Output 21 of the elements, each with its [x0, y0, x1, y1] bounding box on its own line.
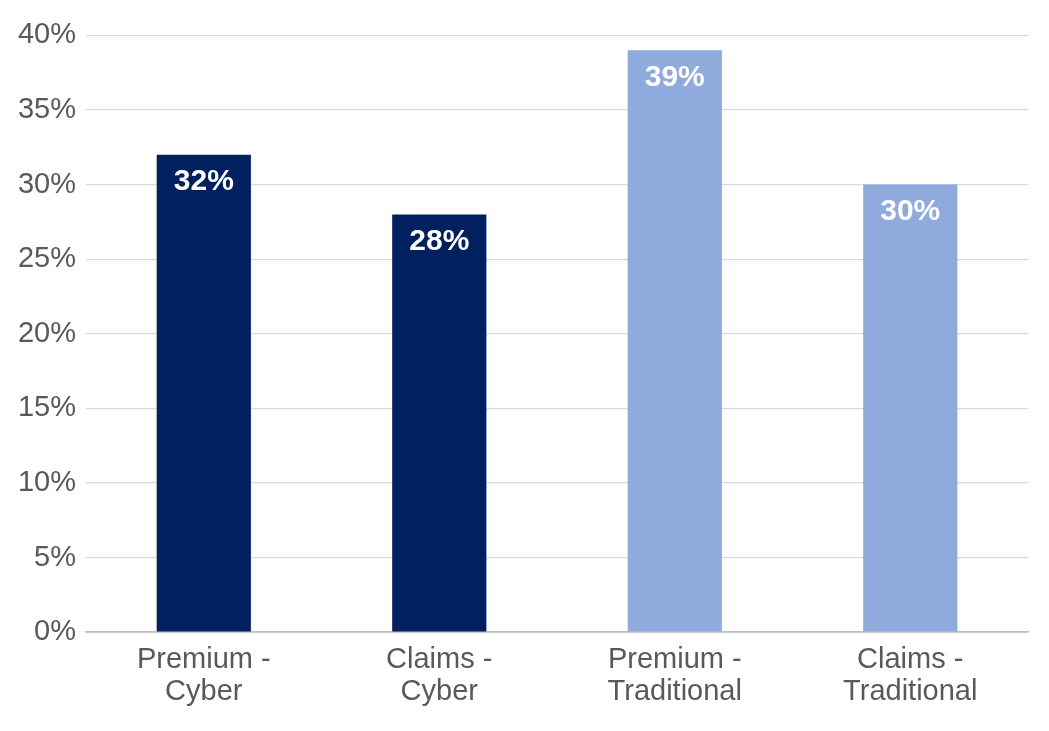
y-tick-label: 0% [34, 614, 77, 647]
bar [392, 214, 487, 632]
y-tick-label: 15% [18, 390, 77, 423]
bar [627, 50, 722, 632]
bar [863, 184, 958, 632]
y-tick-label: 25% [18, 241, 77, 274]
x-tick-label: Claims - Traditional [843, 642, 978, 707]
data-label: 32% [173, 163, 234, 197]
x-tick-label: Premium - Traditional [607, 642, 742, 707]
x-tick-label: Claims - Cyber [386, 642, 493, 707]
x-tick-label: Premium - Cyber [136, 642, 271, 707]
data-label: 39% [644, 58, 705, 92]
data-label: 28% [409, 222, 470, 256]
y-tick-label: 5% [34, 539, 77, 572]
data-label: 30% [880, 192, 941, 226]
y-tick-label: 10% [18, 465, 77, 497]
y-tick-label: 40% [18, 17, 77, 50]
y-tick-label: 30% [18, 166, 77, 199]
y-tick-label: 20% [18, 315, 77, 348]
y-tick-label: 35% [18, 92, 77, 124]
bar [156, 154, 251, 632]
